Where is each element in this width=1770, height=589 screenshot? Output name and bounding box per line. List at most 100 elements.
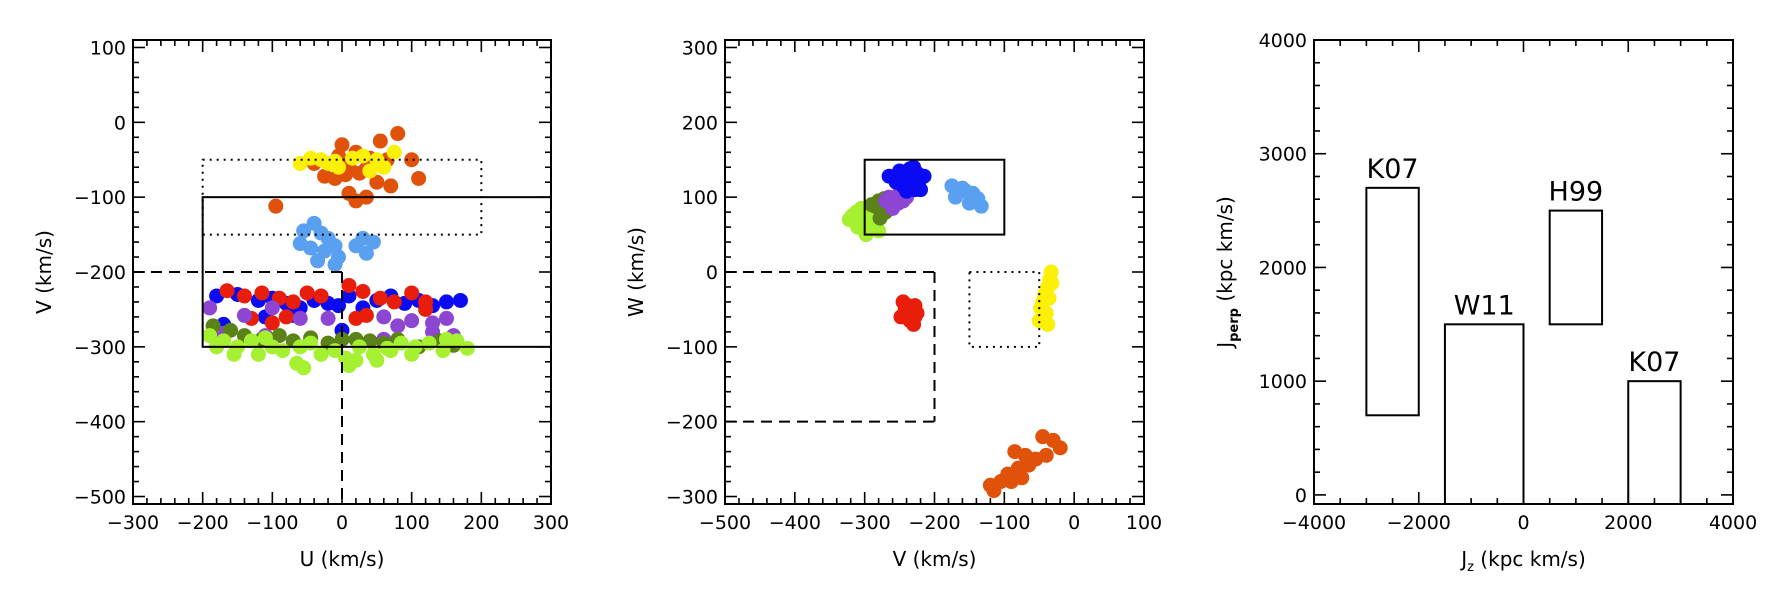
y-tick-label: −400 bbox=[74, 412, 126, 434]
y-axis-label: W (km/s) bbox=[624, 227, 648, 317]
data-point-blue bbox=[341, 288, 357, 304]
data-point-light-green bbox=[383, 343, 399, 359]
y-tick-label: 1000 bbox=[1259, 371, 1307, 393]
box-label: W11 bbox=[1454, 290, 1515, 321]
data-point-orange bbox=[348, 193, 364, 209]
y-tick-label: 0 bbox=[1295, 485, 1307, 507]
data-point-orange bbox=[986, 483, 1002, 499]
data-point-yellow bbox=[355, 148, 371, 164]
data-point-light-green bbox=[404, 346, 420, 362]
data-point-purple bbox=[264, 300, 280, 316]
region-box-solid bbox=[201, 196, 551, 348]
data-point-blue bbox=[916, 168, 932, 184]
y-axis-label: V (km/s) bbox=[32, 230, 56, 314]
data-point-light-green bbox=[848, 204, 864, 220]
data-point-purple bbox=[236, 307, 252, 323]
data-point-red bbox=[404, 285, 420, 301]
x-tick-label: −200 bbox=[177, 512, 229, 534]
data-point-purple bbox=[390, 318, 406, 334]
data-point-red bbox=[355, 283, 371, 299]
x-tick-label: 200 bbox=[463, 512, 499, 534]
data-point-light-blue bbox=[970, 191, 986, 207]
x-tick-label: 100 bbox=[1126, 512, 1162, 534]
x-tick-label: −300 bbox=[107, 512, 159, 534]
data-point-blue bbox=[913, 182, 929, 198]
data-point-purple bbox=[404, 313, 420, 329]
y-tick-label: −500 bbox=[74, 487, 126, 509]
y-axis-label: Jperp (kpc km/s) bbox=[1213, 196, 1242, 350]
data-point-purple bbox=[292, 310, 308, 326]
data-point-red bbox=[264, 315, 280, 331]
x-tick-label: 0 bbox=[1068, 512, 1080, 534]
data-point-red bbox=[285, 294, 301, 310]
data-point-light-green bbox=[250, 346, 266, 362]
data-point-light-green bbox=[275, 343, 291, 359]
data-point-red bbox=[418, 301, 434, 317]
data-point-light-green bbox=[313, 346, 329, 362]
data-point-orange bbox=[372, 133, 388, 149]
box-label: H99 bbox=[1549, 177, 1604, 208]
data-point-yellow bbox=[331, 159, 347, 175]
data-point-yellow bbox=[386, 144, 402, 160]
data-point-orange bbox=[1003, 474, 1019, 490]
data-point-purple bbox=[320, 310, 336, 326]
y-tick-label: 100 bbox=[90, 37, 126, 59]
data-point-light-green bbox=[303, 335, 319, 351]
y-tick-label: 200 bbox=[682, 112, 718, 134]
data-point-light-green bbox=[369, 352, 385, 368]
x-tick-label: −100 bbox=[978, 512, 1030, 534]
y-tick-label: −200 bbox=[74, 262, 126, 284]
plot-area bbox=[133, 126, 551, 504]
x-tick-label: −400 bbox=[769, 512, 821, 534]
data-point-light-blue bbox=[348, 238, 364, 254]
region-box-dotted bbox=[201, 158, 483, 236]
region-box-solid bbox=[863, 158, 1006, 236]
data-point-orange bbox=[390, 126, 406, 142]
data-point-light-green bbox=[243, 333, 259, 349]
data-point-light-green bbox=[296, 360, 312, 376]
box-label: K07 bbox=[1367, 154, 1419, 185]
box-label: K07 bbox=[1628, 347, 1680, 378]
y-tick-label: 100 bbox=[682, 187, 718, 209]
data-point-red bbox=[278, 309, 294, 325]
y-tick-label: −300 bbox=[666, 487, 718, 509]
x-axis-label: Jz (kpc km/s) bbox=[1459, 547, 1586, 575]
data-point-orange bbox=[383, 178, 399, 194]
panel-uv-plane: −300 −200 −100 0 100 200 300 −500 −400 −300 −200 −1… bbox=[32, 37, 569, 571]
y-tick-label: 3000 bbox=[1259, 144, 1307, 166]
x-tick-label: −200 bbox=[908, 512, 960, 534]
y-tick-label: 4000 bbox=[1259, 30, 1307, 52]
data-point-light-blue bbox=[327, 257, 343, 273]
data-point-dark-green bbox=[872, 210, 888, 226]
data-point-yellow bbox=[1031, 313, 1047, 329]
x-tick-label: 2000 bbox=[1604, 512, 1652, 534]
data-point-orange bbox=[369, 174, 385, 190]
x-tick-label: 100 bbox=[394, 512, 430, 534]
data-point-red bbox=[372, 290, 388, 306]
y-tick-label: −100 bbox=[666, 337, 718, 359]
x-tick-label: 300 bbox=[533, 512, 569, 534]
data-point-light-green bbox=[348, 352, 364, 368]
data-point-red bbox=[386, 294, 402, 310]
y-tick-label: −100 bbox=[74, 187, 126, 209]
y-tick-label: 300 bbox=[682, 37, 718, 59]
data-point-blue bbox=[892, 163, 908, 179]
panel-vw-plane: −500 −400 −300 −200 −100 0 100 −300 −200 −100 0 100… bbox=[624, 37, 1162, 571]
data-point-yellow bbox=[362, 163, 378, 179]
data-point-orange bbox=[411, 170, 427, 186]
data-point-purple bbox=[439, 310, 454, 326]
plot-frame bbox=[724, 39, 1145, 505]
data-point-red bbox=[348, 310, 364, 326]
x-axis-label: V (km/s) bbox=[893, 547, 977, 571]
data-point-dark-green bbox=[271, 328, 287, 344]
data-point-light-green bbox=[459, 340, 475, 356]
data-point-blue bbox=[899, 183, 915, 199]
data-point-dark-green bbox=[864, 197, 880, 213]
x-tick-label: 0 bbox=[1517, 512, 1529, 534]
plot-frame bbox=[132, 39, 552, 505]
x-tick-label: −500 bbox=[699, 512, 751, 534]
data-point-red bbox=[341, 277, 357, 293]
x-axis-label: U (km/s) bbox=[300, 547, 385, 571]
data-point-yellow bbox=[376, 159, 392, 175]
